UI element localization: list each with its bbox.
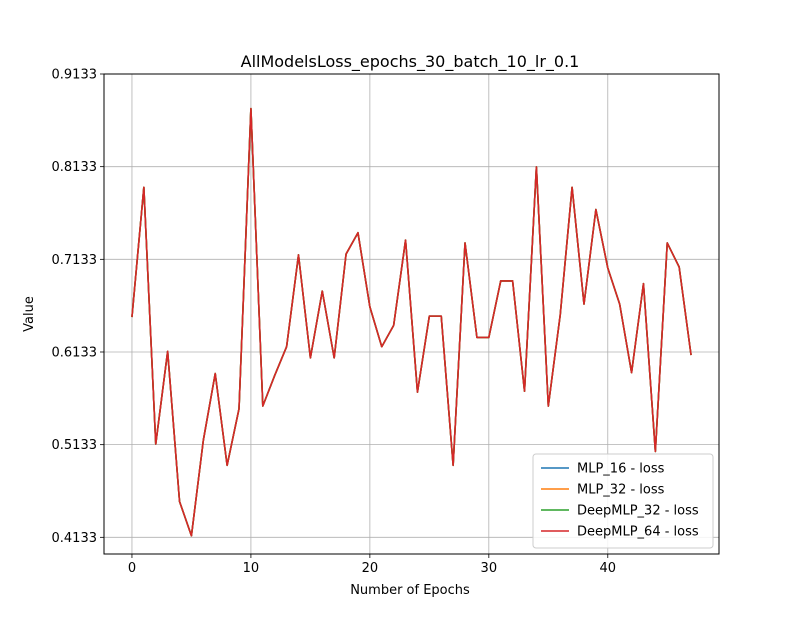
x-tick-label: 10: [243, 561, 260, 576]
x-axis-ticks: 0 10 20 30 40: [128, 554, 616, 576]
chart-title: AllModelsLoss_epochs_30_batch_10_lr_0.1: [241, 52, 580, 72]
series-lines: [131, 107, 692, 537]
y-tick-label: 0.8133: [52, 160, 98, 175]
legend-box: [532, 453, 714, 549]
x-tick-label: 0: [128, 561, 136, 576]
y-axis-ticks: 0.4133 0.5133 0.6133 0.7133 0.8133 0.9133: [52, 68, 104, 546]
y-tick-label: 0.9133: [52, 68, 98, 83]
y-tick-label: 0.6133: [52, 345, 98, 360]
y-axis-label: Value: [22, 296, 37, 332]
legend-label: MLP_16 - loss: [577, 462, 665, 477]
legend-label: DeepMLP_32 - loss: [577, 504, 699, 519]
x-tick-label: 40: [600, 561, 617, 576]
x-axis-label: Number of Epochs: [350, 583, 470, 598]
series-line-4: [131, 107, 692, 537]
plot-frame: [103, 73, 720, 555]
legend-label: MLP_32 - loss: [577, 483, 665, 498]
y-tick-label: 0.4133: [52, 531, 98, 546]
y-tick-label: 0.7133: [52, 253, 98, 268]
legend-label: DeepMLP_64 - loss: [577, 525, 699, 540]
x-tick-label: 30: [481, 561, 498, 576]
x-tick-label: 20: [362, 561, 379, 576]
legend: MLP_16 - loss MLP_32 - loss DeepMLP_32 - l…: [532, 453, 714, 549]
y-tick-label: 0.5133: [52, 438, 98, 453]
